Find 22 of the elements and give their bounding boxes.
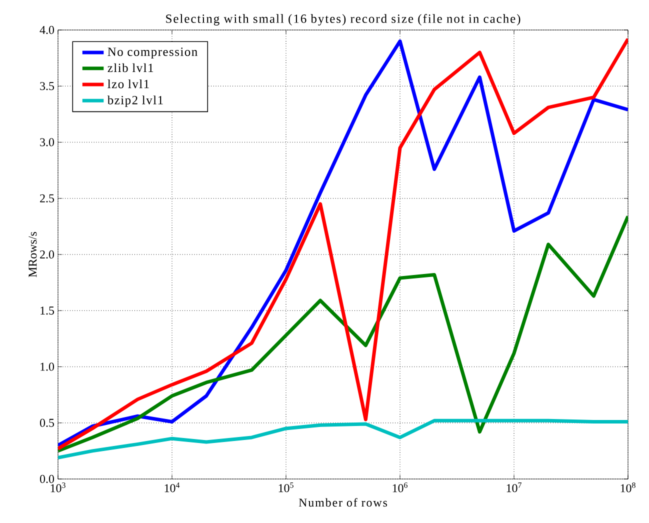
y-tick-label: 2.0: [40, 250, 54, 259]
x-tick-label: 10$^{7}$: [506, 482, 522, 492]
y-tick-label: 3.0: [40, 138, 54, 146]
y-axis-title: MRows/s: [28, 232, 37, 278]
x-axis-title: Number of rows: [298, 498, 388, 507]
y-tick-label: 1.5: [40, 306, 54, 315]
x-tick-label: 10$^{4}$: [164, 482, 180, 492]
x-tick-label: 10$^{6}$: [392, 482, 408, 492]
y-tick-label: 0.0: [40, 474, 54, 484]
y-tick-label: 2.5: [40, 194, 54, 202]
y-tick-label: 4.0: [40, 26, 54, 34]
legend-label: No compression: [108, 48, 198, 59]
legend-label: zlib lvl1: [108, 63, 154, 72]
legend-label: lzo lvl1: [108, 79, 149, 88]
y-tick-label: 3.5: [40, 82, 54, 90]
y-tick-label: 0.5: [40, 418, 54, 427]
x-tick-label: 10$^{8}$: [620, 482, 636, 492]
legend-label: bzip2 lvl1: [107, 96, 163, 107]
chart-title: Selecting with small (16 bytes) record size (file not in cache): [166, 14, 520, 26]
x-tick-label: 10$^{5}$: [278, 482, 294, 492]
y-tick-label: 1.0: [40, 362, 54, 371]
x-tick-label: 10$^{3}$: [50, 482, 66, 492]
